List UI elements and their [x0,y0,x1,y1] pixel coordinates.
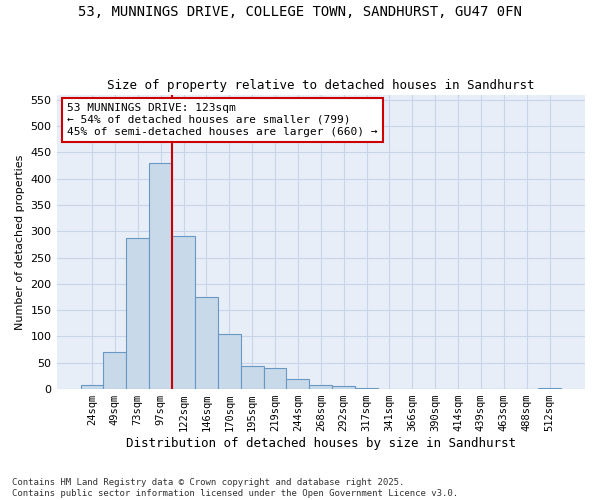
X-axis label: Distribution of detached houses by size in Sandhurst: Distribution of detached houses by size … [126,437,516,450]
Bar [149,163,172,389]
Bar [241,366,263,389]
Bar [286,378,310,389]
Text: 53 MUNNINGS DRIVE: 123sqm
← 54% of detached houses are smaller (799)
45% of semi: 53 MUNNINGS DRIVE: 123sqm ← 54% of detac… [67,104,377,136]
Bar [263,368,286,389]
Y-axis label: Number of detached properties: Number of detached properties [15,154,25,330]
Text: 53, MUNNINGS DRIVE, COLLEGE TOWN, SANDHURST, GU47 0FN: 53, MUNNINGS DRIVE, COLLEGE TOWN, SANDHU… [78,5,522,19]
Bar [218,334,241,389]
Bar [310,385,332,389]
Bar [172,236,195,389]
Bar [332,386,355,389]
Bar [80,385,103,389]
Bar [195,297,218,389]
Text: Contains HM Land Registry data © Crown copyright and database right 2025.
Contai: Contains HM Land Registry data © Crown c… [12,478,458,498]
Bar [127,238,149,389]
Bar [355,388,378,389]
Bar [103,352,127,389]
Bar [538,388,561,389]
Title: Size of property relative to detached houses in Sandhurst: Size of property relative to detached ho… [107,79,535,92]
